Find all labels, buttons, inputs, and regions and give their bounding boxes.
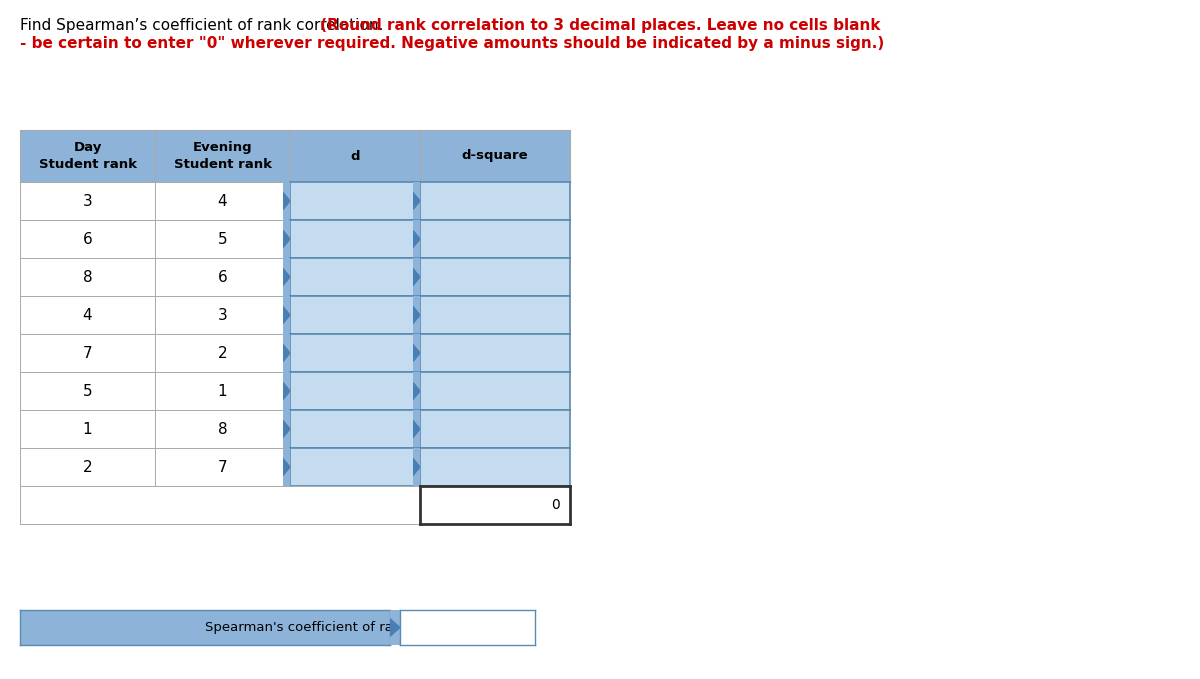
- Text: 3: 3: [83, 194, 92, 208]
- Polygon shape: [413, 268, 420, 286]
- Text: 7: 7: [217, 460, 227, 475]
- Polygon shape: [413, 420, 420, 437]
- Polygon shape: [413, 230, 420, 248]
- Text: d: d: [350, 149, 360, 162]
- Polygon shape: [283, 192, 290, 210]
- Text: 6: 6: [83, 232, 92, 246]
- Text: Spearman's coefficient of rank correlation: Spearman's coefficient of rank correlati…: [205, 621, 485, 634]
- Polygon shape: [413, 192, 420, 210]
- Text: Day
Student rank: Day Student rank: [38, 141, 137, 170]
- Text: d-square: d-square: [462, 149, 528, 162]
- Text: 2: 2: [83, 460, 92, 475]
- Text: Find Spearman’s coefficient of rank correlation.: Find Spearman’s coefficient of rank corr…: [20, 18, 383, 33]
- Text: 1: 1: [217, 384, 227, 399]
- Text: 0: 0: [551, 498, 559, 512]
- Text: 3: 3: [217, 308, 227, 323]
- Polygon shape: [283, 268, 290, 286]
- Polygon shape: [283, 306, 290, 324]
- Text: Evening
Student rank: Evening Student rank: [174, 141, 271, 170]
- Text: 4: 4: [83, 308, 92, 323]
- Polygon shape: [413, 382, 420, 399]
- Polygon shape: [413, 344, 420, 361]
- Polygon shape: [413, 458, 420, 475]
- Text: (Round rank correlation to 3 decimal places. Leave no cells blank: (Round rank correlation to 3 decimal pla…: [316, 18, 881, 33]
- Text: 1: 1: [83, 422, 92, 437]
- Text: 4: 4: [217, 194, 227, 208]
- Text: 5: 5: [83, 384, 92, 399]
- Text: 8: 8: [217, 422, 227, 437]
- Polygon shape: [283, 458, 290, 475]
- Text: 8: 8: [83, 270, 92, 285]
- Polygon shape: [283, 420, 290, 437]
- Polygon shape: [283, 382, 290, 399]
- Polygon shape: [283, 344, 290, 361]
- Text: 2: 2: [217, 346, 227, 361]
- Text: 7: 7: [83, 346, 92, 361]
- Text: 5: 5: [217, 232, 227, 246]
- Text: - be certain to enter "0" wherever required. Negative amounts should be indicate: - be certain to enter "0" wherever requi…: [20, 36, 884, 51]
- Polygon shape: [390, 619, 400, 636]
- Polygon shape: [413, 306, 420, 324]
- Polygon shape: [283, 230, 290, 248]
- Text: 6: 6: [217, 270, 227, 285]
